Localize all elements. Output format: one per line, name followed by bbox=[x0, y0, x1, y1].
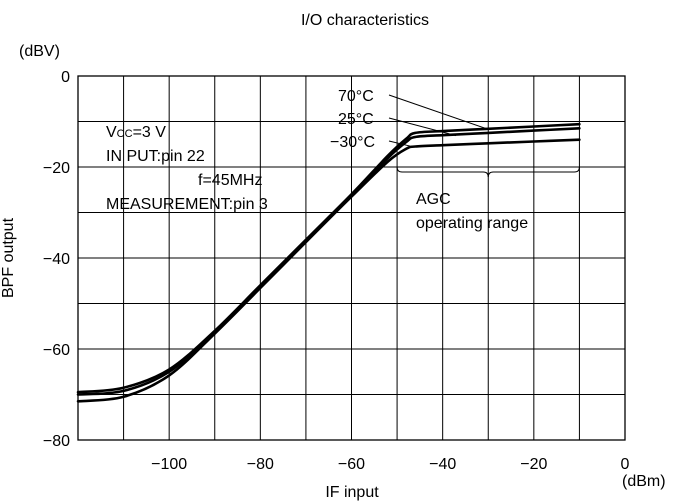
condition-input: IN PUT:pin 22 bbox=[106, 148, 205, 165]
y-tick-label: −40 bbox=[43, 251, 70, 268]
plot-frame bbox=[77, 75, 626, 441]
condition-frequency: f=45MHz bbox=[198, 172, 262, 189]
y-tick-label: 0 bbox=[61, 69, 70, 86]
x-tick-label: −40 bbox=[429, 456, 456, 473]
series-label-0: 70°C bbox=[338, 88, 374, 105]
series-leader-line bbox=[388, 140, 411, 147]
chart-title: I/O characteristics bbox=[301, 12, 429, 29]
x-tick-label: −60 bbox=[338, 456, 365, 473]
tick-labels: −100 −80 −60 −40 −20 0 0 −20 −40 −60 −80 bbox=[43, 69, 630, 473]
series-leader-line bbox=[388, 117, 457, 137]
series-curves bbox=[76, 122, 581, 403]
agc-range-brace bbox=[396, 166, 580, 178]
y-tick-label: −60 bbox=[43, 342, 70, 359]
y-tick-label: −80 bbox=[43, 433, 70, 450]
series-label-2: −30°C bbox=[330, 134, 375, 151]
x-tick-label: −100 bbox=[151, 456, 187, 473]
agc-label-line1: AGC bbox=[416, 191, 451, 208]
series-leader-line bbox=[388, 94, 489, 130]
series-label-1: 25°C bbox=[338, 111, 374, 128]
x-tick-label: −20 bbox=[520, 456, 547, 473]
agc-label-line2: operating range bbox=[416, 215, 528, 232]
grid-lines bbox=[78, 76, 625, 440]
x-axis-label: IF input bbox=[325, 484, 379, 501]
x-tick-label: −80 bbox=[247, 456, 274, 473]
series-line-1 bbox=[76, 127, 581, 396]
y-axis-unit: (dBV) bbox=[19, 43, 60, 60]
series-line-2 bbox=[76, 138, 581, 403]
y-axis-label: BPF output bbox=[0, 217, 17, 298]
condition-measurement: MEASUREMENT:pin 3 bbox=[106, 196, 268, 213]
y-tick-label: −20 bbox=[43, 160, 70, 177]
series-labels: 70°C 25°C −30°C bbox=[330, 88, 489, 151]
measurement-conditions: VCC=3 V IN PUT:pin 22 f=45MHz MEASUREMEN… bbox=[106, 124, 268, 213]
x-tick-label: 0 bbox=[621, 456, 630, 473]
x-axis-unit: (dBm) bbox=[622, 473, 666, 490]
condition-vcc: VCC=3 V bbox=[106, 124, 166, 141]
